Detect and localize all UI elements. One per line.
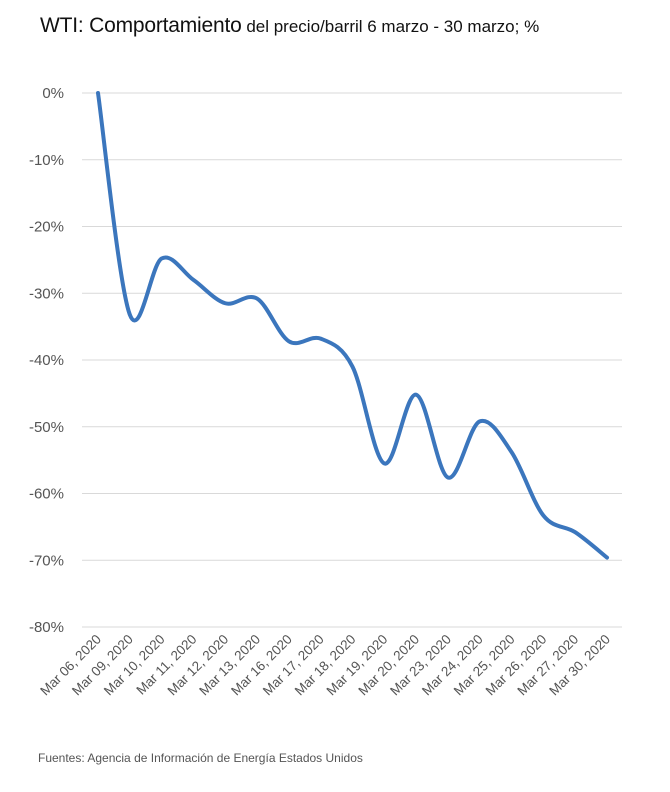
series-line — [96, 91, 609, 560]
source-note: Fuentes: Agencia de Información de Energ… — [38, 751, 363, 765]
y-tick-label: -60% — [29, 486, 64, 503]
y-tick-label: -50% — [29, 419, 64, 436]
y-tick-label: 0% — [42, 85, 64, 102]
y-axis-ticks: 0% -10% -20% -30% -40% -50% -60% -70% -80% — [29, 85, 64, 636]
y-tick-label: -30% — [29, 285, 64, 302]
title-rest: del precio/barril 6 marzo - 30 marzo; % — [241, 17, 540, 36]
y-tick-label: -10% — [29, 152, 64, 169]
y-tick-label: -80% — [29, 619, 64, 636]
gridlines — [82, 92, 622, 628]
chart-title: WTI: Comportamiento del precio/barril 6 … — [40, 14, 539, 38]
title-prefix: WTI: — [40, 14, 90, 37]
y-tick-label: -20% — [29, 219, 64, 236]
y-tick-label: -70% — [29, 552, 64, 569]
series-group — [96, 91, 609, 560]
y-tick-label: -40% — [29, 352, 64, 369]
title-main: Comportamiento — [89, 14, 242, 37]
